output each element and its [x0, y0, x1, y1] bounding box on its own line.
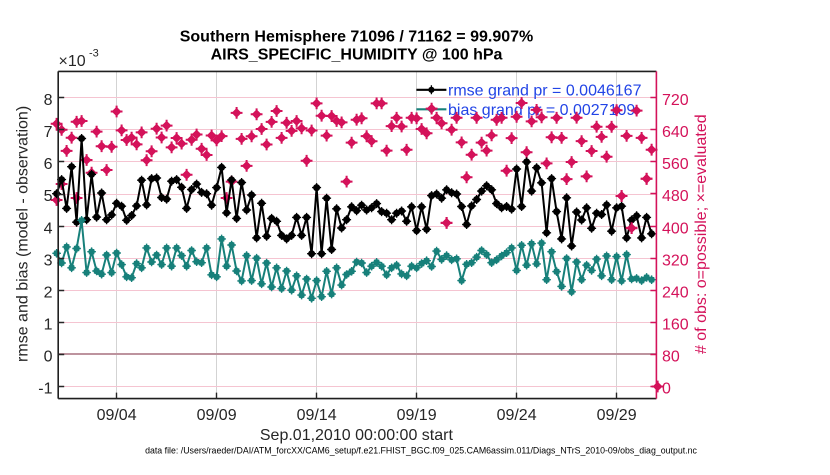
svg-text:data file: /Users/raeder/DAI/A: data file: /Users/raeder/DAI/ATM_forcXX/… [145, 445, 697, 455]
svg-text:09/04: 09/04 [97, 407, 137, 424]
svg-text:4: 4 [44, 220, 53, 237]
svg-text:Southern Hemisphere 71096 / 71: Southern Hemisphere 71096 / 71162 = 99.9… [180, 28, 534, 45]
svg-text:09/29: 09/29 [597, 407, 637, 424]
svg-text:80: 80 [662, 349, 680, 366]
svg-text:Sep.01,2010 00:00:00 start: Sep.01,2010 00:00:00 start [260, 427, 454, 444]
svg-text:-1: -1 [38, 381, 52, 398]
svg-text:-3: -3 [89, 48, 99, 60]
svg-text:×10: ×10 [59, 53, 86, 70]
svg-text:640: 640 [662, 124, 689, 141]
svg-text:8: 8 [44, 92, 53, 109]
svg-text:240: 240 [662, 284, 689, 301]
svg-text:09/19: 09/19 [397, 407, 437, 424]
svg-text:3: 3 [44, 252, 53, 269]
svg-text:160: 160 [662, 317, 689, 334]
svg-text:480: 480 [662, 188, 689, 205]
svg-text:AIRS_SPECIFIC_HUMIDITY @ 100 h: AIRS_SPECIFIC_HUMIDITY @ 100 hPa [211, 47, 503, 64]
svg-text:400: 400 [662, 220, 689, 237]
svg-text:0: 0 [44, 349, 53, 366]
svg-text:2: 2 [44, 284, 53, 301]
svg-text:rmse grand pr = 0.0046167: rmse grand pr = 0.0046167 [448, 82, 642, 99]
svg-text:7: 7 [44, 124, 53, 141]
svg-text:09/14: 09/14 [297, 407, 337, 424]
svg-text:09/09: 09/09 [197, 407, 237, 424]
svg-text:1: 1 [44, 317, 53, 334]
svg-text:320: 320 [662, 252, 689, 269]
svg-text:0: 0 [662, 381, 671, 398]
svg-text:09/24: 09/24 [497, 407, 537, 424]
svg-text:rmse and bias (model - observa: rmse and bias (model - observation) [14, 106, 31, 362]
svg-text:6: 6 [44, 156, 53, 173]
svg-text:5: 5 [44, 188, 53, 205]
svg-text:720: 720 [662, 92, 689, 109]
svg-text:# of obs: o=possible; ×=evalua: # of obs: o=possible; ×=evaluated [693, 114, 710, 354]
svg-text:560: 560 [662, 156, 689, 173]
